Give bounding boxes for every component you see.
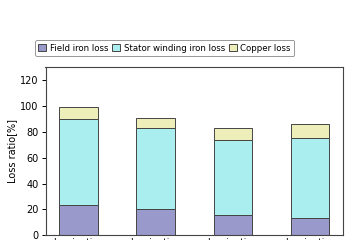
Bar: [136, 128, 175, 209]
Bar: [59, 205, 98, 235]
Legend: Field iron loss, Stator winding iron loss, Copper loss: Field iron loss, Stator winding iron los…: [35, 40, 294, 56]
Y-axis label: Loss ratio[%]: Loss ratio[%]: [7, 119, 17, 183]
Bar: [214, 215, 252, 235]
Bar: [136, 209, 175, 235]
Bar: [291, 124, 329, 138]
Bar: [214, 128, 252, 140]
Bar: [291, 218, 329, 235]
Bar: [59, 119, 98, 205]
Bar: [136, 118, 175, 128]
Bar: [291, 138, 329, 218]
Bar: [214, 140, 252, 215]
Bar: [59, 107, 98, 119]
